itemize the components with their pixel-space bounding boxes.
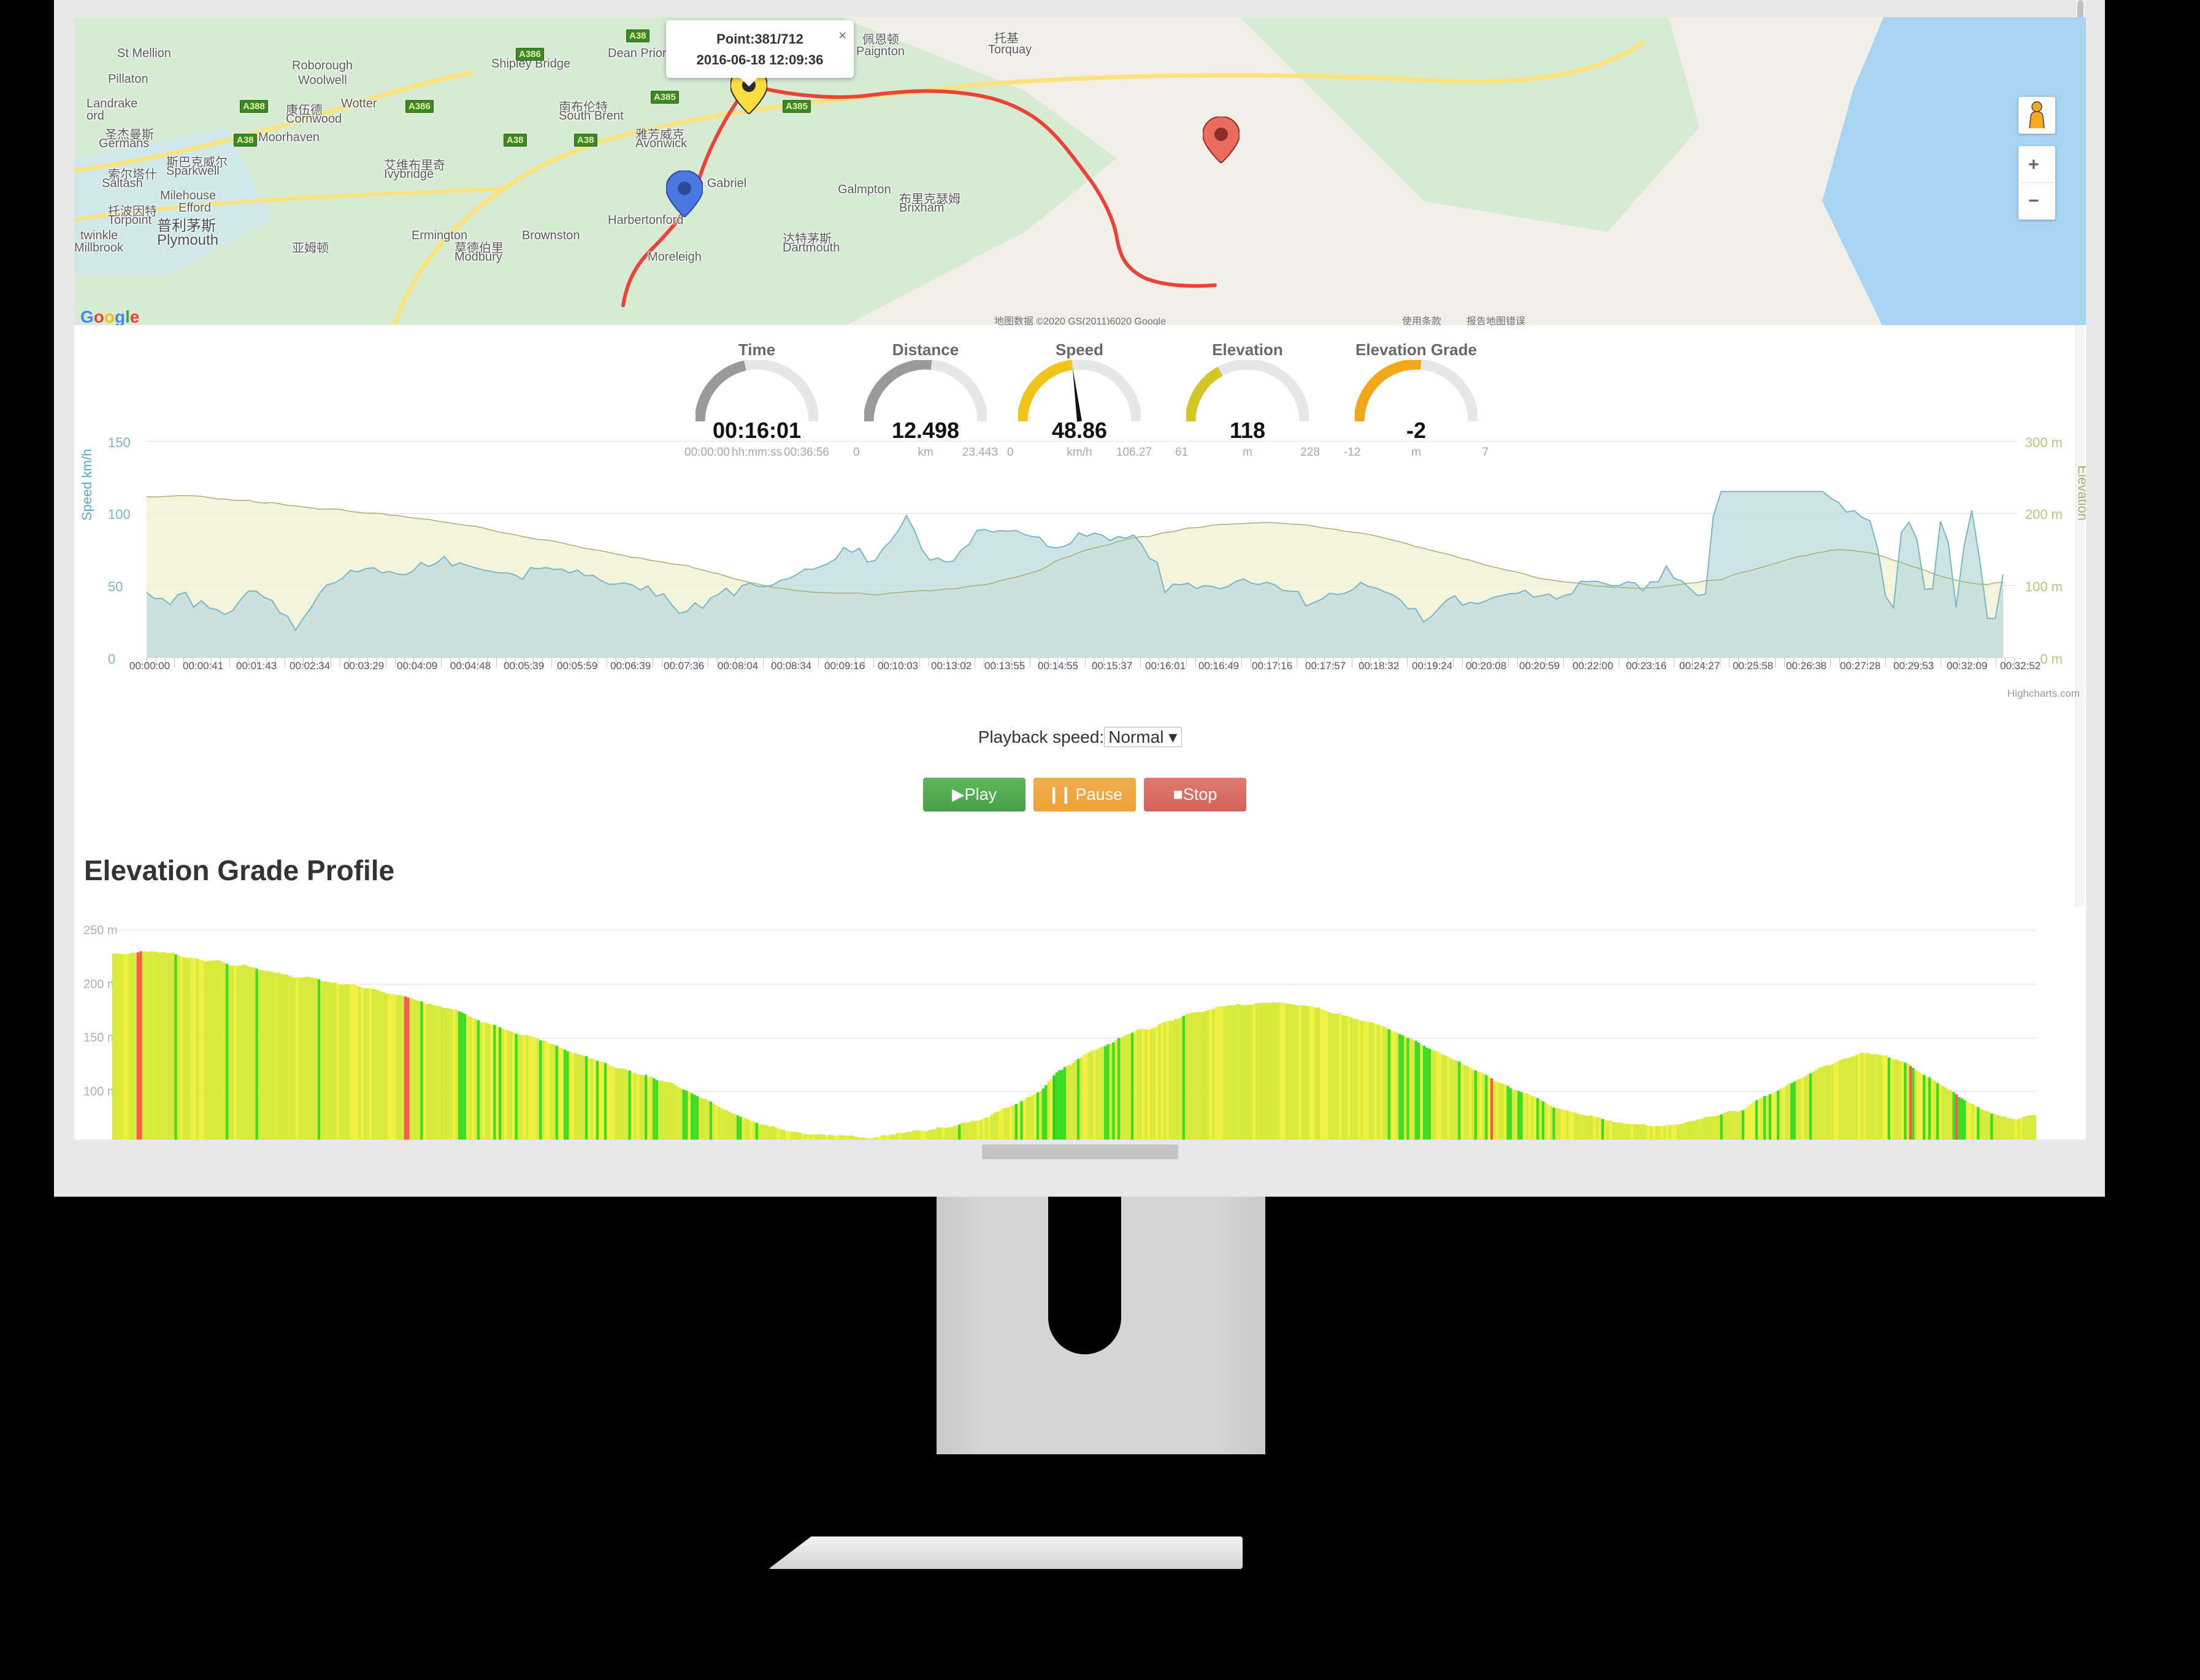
svg-text:Google: Google — [80, 307, 139, 325]
